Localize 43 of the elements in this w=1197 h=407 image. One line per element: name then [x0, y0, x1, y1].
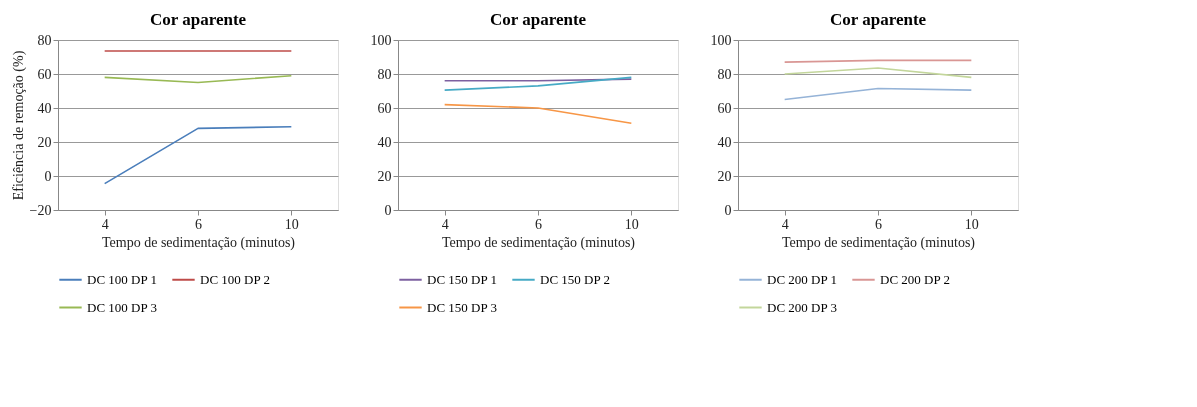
legend-label: DC 100 DP 2	[200, 271, 270, 287]
legend-label: DC 200 DP 1	[767, 271, 837, 287]
legend-label: DC 150 DP 1	[427, 271, 497, 287]
y-tick-label: 0	[44, 168, 52, 184]
x-tick-label: 10	[964, 216, 979, 232]
x-tick-label: 6	[875, 216, 882, 232]
y-tick-label: 80	[37, 32, 52, 48]
legend-label: DC 100 DP 1	[87, 271, 157, 287]
x-axis-title: Tempo de sedimentação (minutos)	[441, 234, 636, 251]
y-tick-label: 80	[377, 66, 392, 82]
legend-label: DC 100 DP 3	[87, 299, 157, 315]
chart-title: Cor aparente	[829, 10, 927, 29]
x-tick-label: 4	[781, 216, 789, 232]
y-tick-label: 80	[717, 66, 732, 82]
y-tick-label: 40	[37, 100, 52, 116]
y-tick-label: 0	[724, 202, 732, 218]
x-tick-label: 10	[624, 216, 639, 232]
x-axis-title: Tempo de sedimentação (minutos)	[781, 234, 976, 251]
y-tick-label: 20	[717, 168, 732, 184]
x-tick-label: 6	[195, 216, 202, 232]
y-tick-label: 100	[370, 32, 392, 48]
y-tick-label: −20	[29, 202, 52, 218]
chart-title: Cor aparente	[489, 10, 587, 29]
chart-title: Cor aparente	[149, 10, 247, 29]
legend-label: DC 200 DP 3	[767, 299, 837, 315]
y-tick-label: 20	[37, 134, 52, 150]
y-tick-label: 20	[377, 168, 392, 184]
y-tick-label: 100	[710, 32, 732, 48]
x-tick-label: 4	[441, 216, 449, 232]
y-tick-label: 40	[377, 134, 392, 150]
legend-label: DC 200 DP 2	[880, 271, 950, 287]
y-tick-label: 0	[384, 202, 392, 218]
y-tick-label: 40	[717, 134, 732, 150]
legend-label: DC 150 DP 3	[427, 299, 497, 315]
y-axis-title: Eficiência de remoção (%)	[10, 50, 27, 201]
legend-label: DC 150 DP 2	[540, 271, 610, 287]
y-tick-label: 60	[377, 100, 392, 116]
x-tick-label: 4	[101, 216, 109, 232]
x-tick-label: 10	[284, 216, 299, 232]
y-tick-label: 60	[717, 100, 732, 116]
y-tick-label: 60	[37, 66, 52, 82]
x-axis-title: Tempo de sedimentação (minutos)	[101, 234, 296, 251]
x-tick-label: 6	[535, 216, 542, 232]
